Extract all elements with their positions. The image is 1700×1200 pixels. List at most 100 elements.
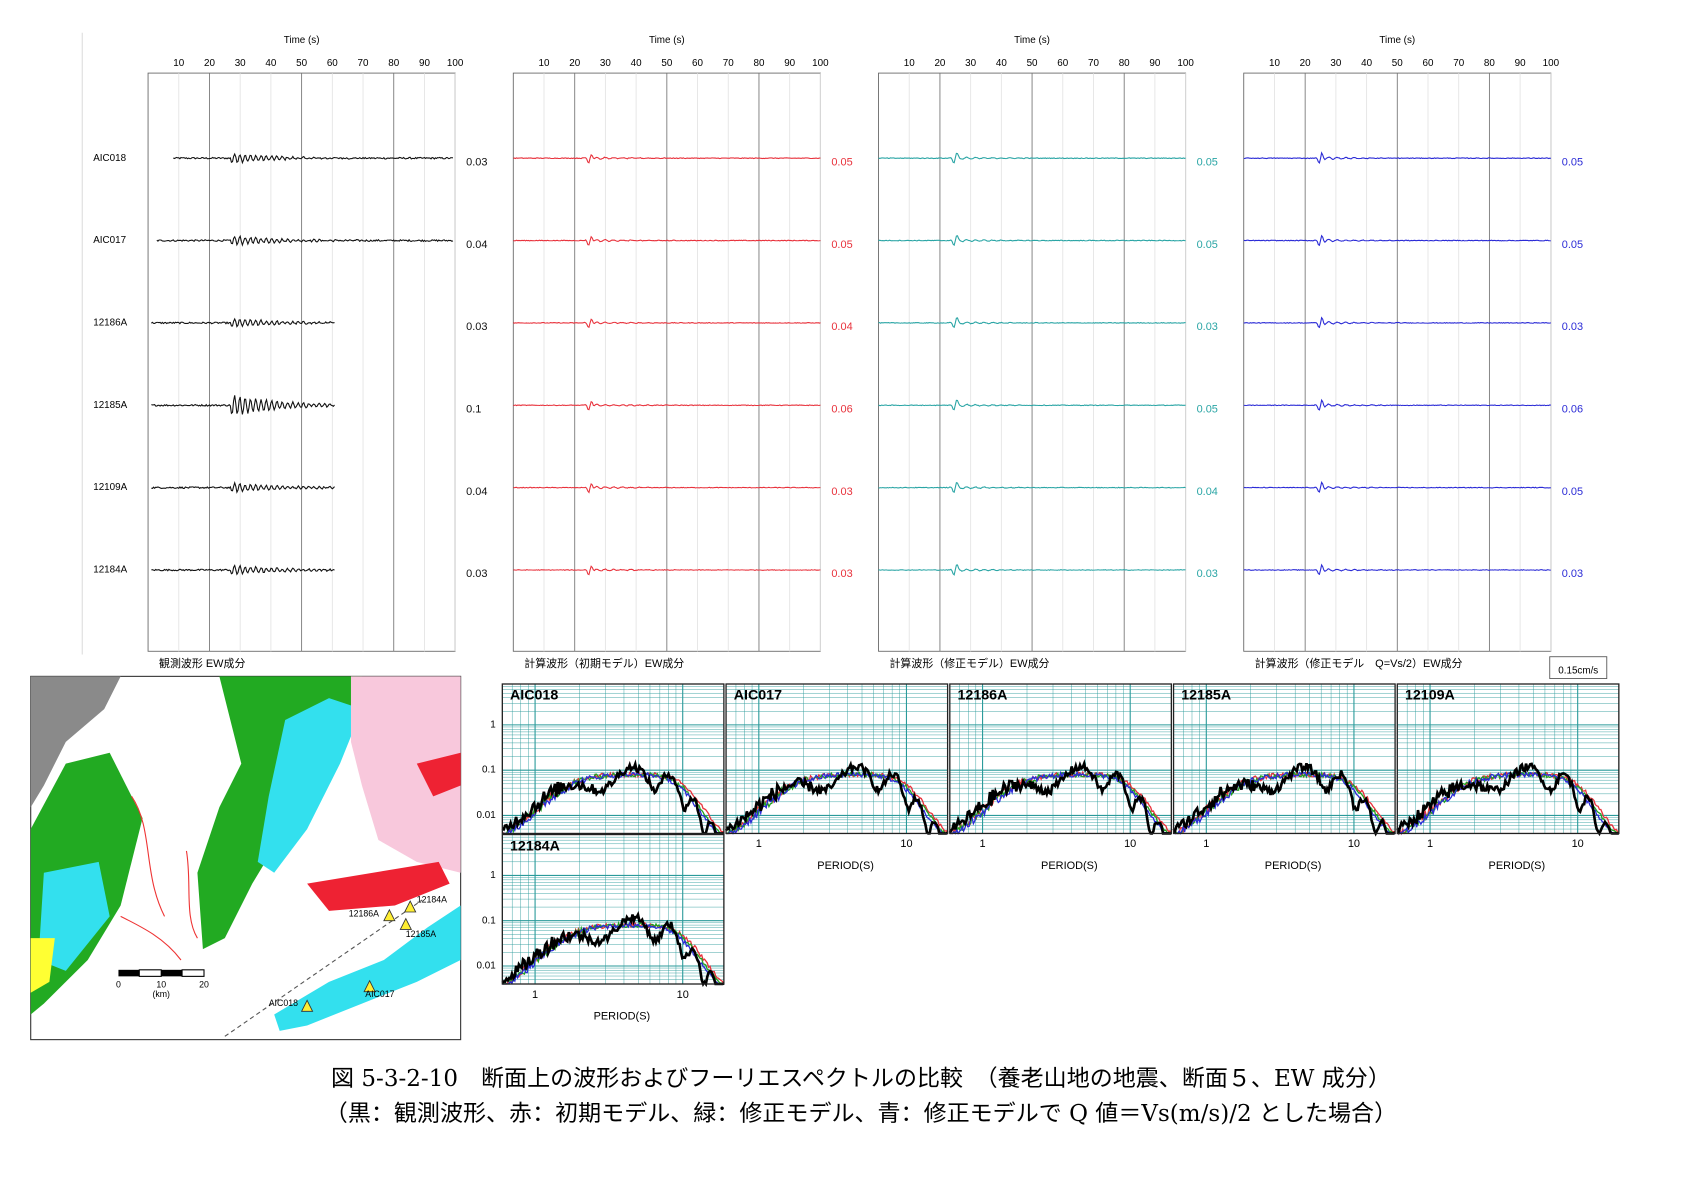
x-tick-label: 50 <box>661 58 672 69</box>
station-marker <box>363 979 376 993</box>
panel-title: AIC018 <box>510 688 558 704</box>
amplitude-label: 0.05 <box>1197 404 1218 416</box>
station-label: 12184A <box>93 565 127 576</box>
x-axis-label: PERIOD(S) <box>594 1011 651 1023</box>
amplitude-label: 0.03 <box>1562 321 1583 333</box>
panel-frame <box>949 683 1173 835</box>
waveform <box>878 317 1186 329</box>
scale-unit: (km) <box>152 989 170 999</box>
waveform <box>156 234 454 247</box>
x-tick-label: 10 <box>1269 58 1280 69</box>
panel-frame <box>725 683 949 835</box>
panel-title: 12184A <box>510 838 560 854</box>
amplitude-label: 0.05 <box>1562 486 1583 498</box>
x-tick-label: 10 <box>900 838 912 850</box>
waveform <box>513 153 821 164</box>
amplitude-label: 0.03 <box>1197 321 1218 333</box>
waveform <box>878 235 1186 247</box>
x-tick-label: 30 <box>235 58 246 69</box>
x-tick-label: 60 <box>327 58 338 69</box>
x-axis-label: PERIOD(S) <box>1265 860 1322 872</box>
amplitude-label: 0.03 <box>466 321 487 333</box>
station-marker <box>300 999 314 1012</box>
waveform <box>151 564 335 576</box>
waveform <box>513 482 821 494</box>
map-area <box>30 938 55 993</box>
scale-tick-label: 0 <box>116 979 121 989</box>
amplitude-label: 0.03 <box>466 156 487 168</box>
amplitude-label: 0.03 <box>466 568 487 580</box>
station-marker <box>399 917 413 930</box>
x-tick-label: 20 <box>934 58 945 69</box>
x-tick-label: 10 <box>1572 838 1584 850</box>
amplitude-label: 0.04 <box>466 486 487 498</box>
x-tick-label: 40 <box>996 58 1007 69</box>
x-tick-label: 10 <box>1124 838 1136 850</box>
map-area <box>307 861 450 911</box>
station-label: 12186A <box>349 909 379 919</box>
spectrum-panel: 1 0.1 0.01 AIC018 <box>477 683 725 835</box>
spectrum-curve <box>1397 771 1619 835</box>
x-tick-label: 50 <box>1027 58 1038 69</box>
amplitude-label: 0.06 <box>1562 404 1583 416</box>
panel-frame <box>1172 683 1396 835</box>
panel-title: AIC017 <box>734 688 782 704</box>
x-axis-label: PERIOD(S) <box>1041 860 1098 872</box>
x-tick-label: 20 <box>1300 58 1311 69</box>
waveform <box>151 395 335 415</box>
spectrum-curve <box>501 759 724 835</box>
spectrum-curve <box>949 770 1172 835</box>
waveform <box>513 235 821 246</box>
x-tick-label: 10 <box>1348 838 1360 850</box>
spectrum-curve <box>948 759 1172 835</box>
y-tick-label: 0.1 <box>482 765 496 776</box>
axis-label: Time (s) <box>1014 35 1050 46</box>
x-tick-label: 100 <box>812 58 829 69</box>
map-area <box>350 676 461 873</box>
scale-box <box>1549 656 1608 679</box>
spectrum-curve <box>1172 762 1396 837</box>
x-tick-label: 30 <box>965 58 976 69</box>
amplitude-label: 0.05 <box>1197 156 1218 168</box>
station-label: 12185A <box>406 929 436 939</box>
x-tick-label: 70 <box>1088 58 1099 69</box>
x-tick-label: 30 <box>600 58 611 69</box>
spectrum-panel: 1 10 PERIOD(S) 12109A <box>1396 683 1620 872</box>
x-tick-label: 50 <box>296 58 307 69</box>
x-tick-label: 40 <box>631 58 642 69</box>
x-tick-label: 60 <box>692 58 703 69</box>
waveform <box>151 317 335 328</box>
map-area <box>257 698 362 873</box>
x-tick-label: 90 <box>1149 58 1160 69</box>
y-tick-label: 0.01 <box>477 961 496 972</box>
y-tick-label: 1 <box>490 870 495 881</box>
x-tick-label: 90 <box>419 58 430 69</box>
waveform <box>1243 151 1551 164</box>
panel-title: 12109A <box>1405 688 1455 704</box>
x-tick-label: 1 <box>532 989 538 1001</box>
x-tick-label: 10 <box>904 58 915 69</box>
amplitude-label: 0.04 <box>831 321 852 333</box>
caption: （黒：観測波形、赤：初期モデル、緑：修正モデル、青：修正モデルで Q 値＝Vs(… <box>325 1101 1397 1127</box>
amplitude-label: 0.05 <box>831 239 852 251</box>
x-tick-label: 60 <box>1057 58 1068 69</box>
x-axis-label: PERIOD(S) <box>1489 860 1546 872</box>
section-line <box>224 899 423 1037</box>
x-tick-label: 10 <box>173 58 184 69</box>
map-area <box>38 861 110 971</box>
axis-label: Time (s) <box>284 35 320 46</box>
waveform <box>513 318 821 329</box>
spectrum-panel: 1 10 PERIOD(S) 12185A <box>1172 683 1396 872</box>
waveform <box>878 482 1186 494</box>
scale-bar <box>138 969 162 977</box>
scale-label: 0.15cm/s <box>1558 666 1598 677</box>
x-tick-label: 90 <box>1515 58 1526 69</box>
scale-tick-label: 20 <box>199 979 209 989</box>
x-tick-label: 10 <box>539 58 550 69</box>
waveform <box>173 152 454 165</box>
scale-bar <box>181 969 205 977</box>
panel-title: 12185A <box>1181 688 1231 704</box>
x-tick-label: 20 <box>569 58 580 69</box>
x-tick-label: 1 <box>1427 838 1433 850</box>
